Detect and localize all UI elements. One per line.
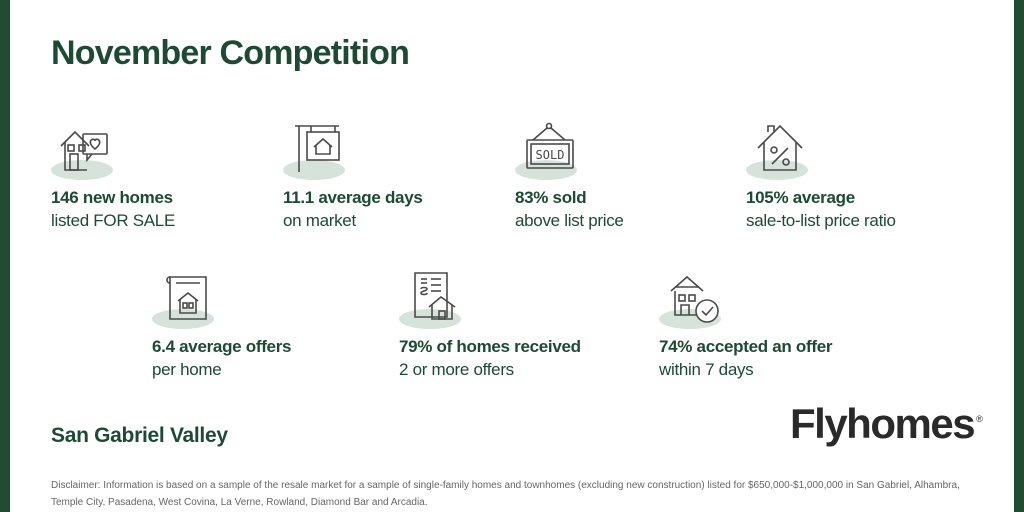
page-title: November Competition <box>51 34 410 72</box>
stat-days-on-market: 11.1 average days on market <box>283 120 523 231</box>
stat-headline: 11.1 average days <box>283 188 423 207</box>
house-heart-icon <box>60 130 108 171</box>
stat-caption: within 7 days <box>659 360 754 379</box>
stat-headline: 146 new homes <box>51 188 173 207</box>
stat-headline: 74% accepted an offer <box>659 337 833 356</box>
stat-caption: 2 or more offers <box>399 360 514 379</box>
offer-document-icon <box>414 272 456 320</box>
stat-headline: 105% average <box>746 188 855 207</box>
stat-average-offers: 6.4 average offers per home <box>152 269 392 380</box>
svg-text:SOLD: SOLD <box>536 148 565 162</box>
region-label: San Gabriel Valley <box>51 424 228 447</box>
sold-sign-icon: SOLD <box>526 122 574 169</box>
stat-sale-to-list: 105% average sale-to-list price ratio <box>746 120 986 231</box>
flyhomes-logo: Flyhomes ® <box>790 400 983 447</box>
infographic-card: November Competition 146 new homes liste… <box>10 0 1014 512</box>
stat-multiple-offers: 79% of homes received 2 or more offers <box>399 269 639 380</box>
house-listing-icon <box>166 276 207 320</box>
stat-headline: 83% sold <box>515 188 587 207</box>
house-check-icon <box>670 275 719 323</box>
stat-caption: sale-to-list price ratio <box>746 211 896 230</box>
stat-caption: listed FOR SALE <box>51 211 175 230</box>
stat-accepted-offer: 74% accepted an offer within 7 days <box>659 269 899 380</box>
disclaimer-text: Disclaimer: Information is based on a sa… <box>51 480 960 508</box>
for-sale-sign-icon <box>295 125 340 172</box>
house-percent-icon <box>757 124 803 171</box>
stat-headline: 79% of homes received <box>399 337 581 356</box>
stat-caption: per home <box>152 360 222 379</box>
stat-sold-above-list: SOLD 83% sold above list price <box>515 120 755 231</box>
stat-caption: above list price <box>515 211 624 230</box>
stat-caption: on market <box>283 211 356 230</box>
stat-new-listings: 146 new homes listed FOR SALE <box>51 120 291 231</box>
stat-headline: 6.4 average offers <box>152 337 292 356</box>
